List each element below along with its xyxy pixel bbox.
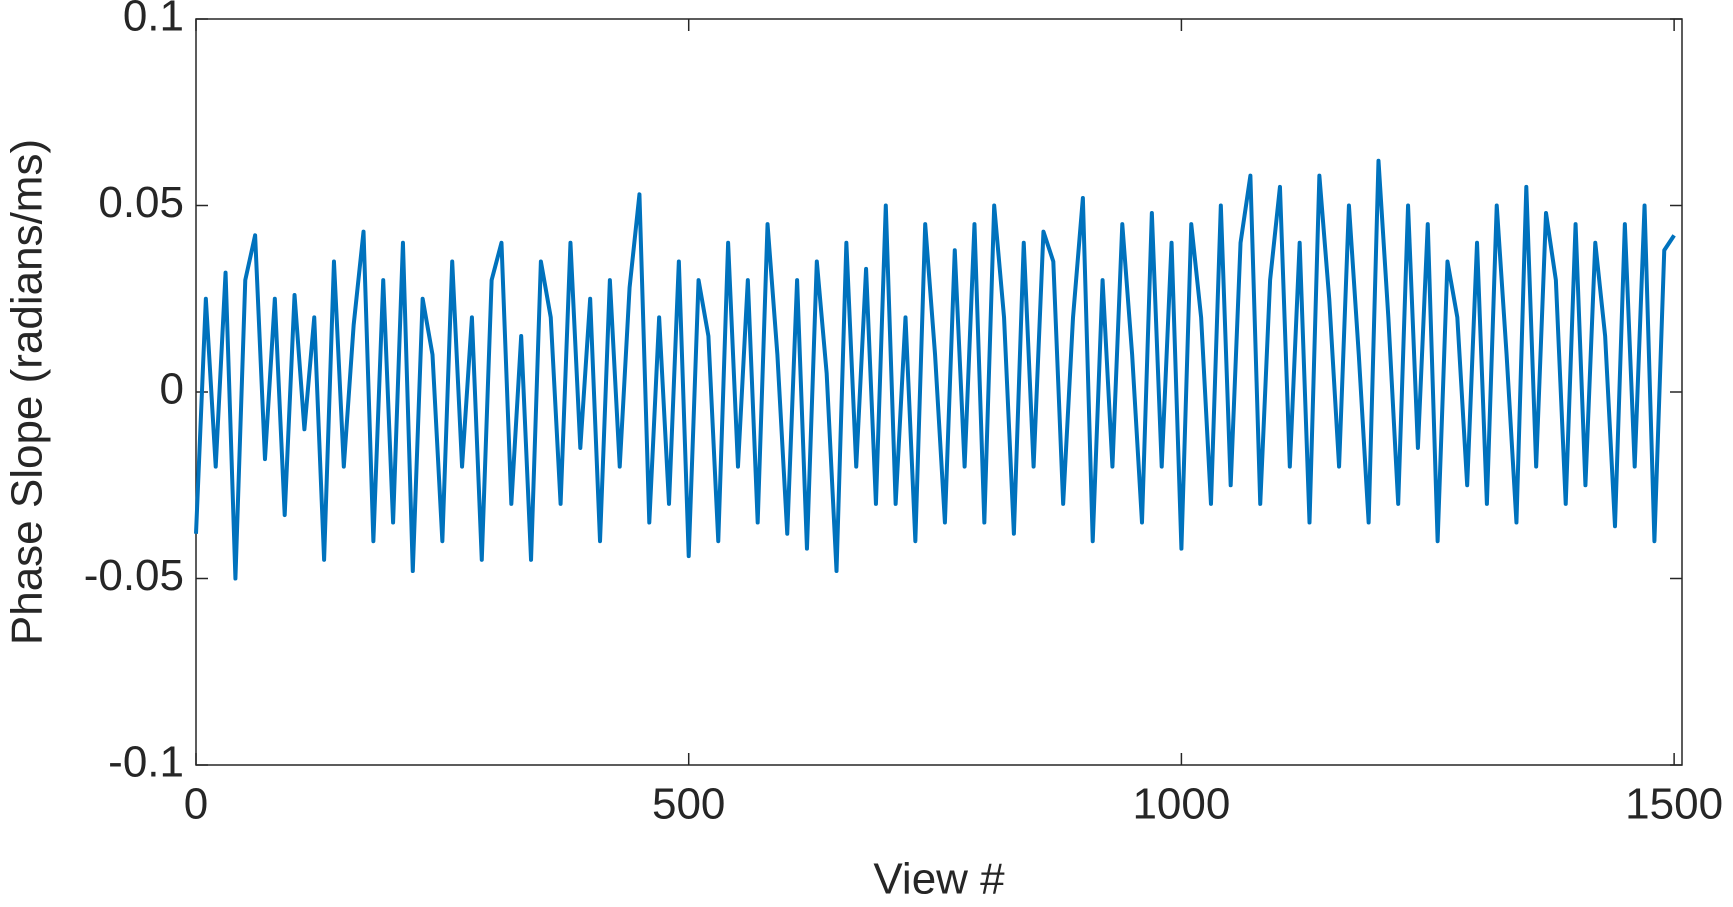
y-axis-label: Phase Slope (radians/ms) <box>3 139 52 645</box>
x-tick-label: 500 <box>652 780 725 829</box>
y-tick-label: -0.05 <box>84 551 184 600</box>
y-tick-label: 0.1 <box>123 0 184 41</box>
data-line <box>194 158 1676 581</box>
y-tick-label: 0.05 <box>98 178 184 227</box>
x-axis-label: View # <box>873 855 1005 904</box>
y-tick-label: -0.1 <box>108 738 184 787</box>
y-tick-label: 0 <box>160 365 184 414</box>
x-tick-label: 1500 <box>1625 780 1723 829</box>
x-tick-label: 0 <box>184 780 208 829</box>
x-tick-label: 1000 <box>1132 780 1230 829</box>
